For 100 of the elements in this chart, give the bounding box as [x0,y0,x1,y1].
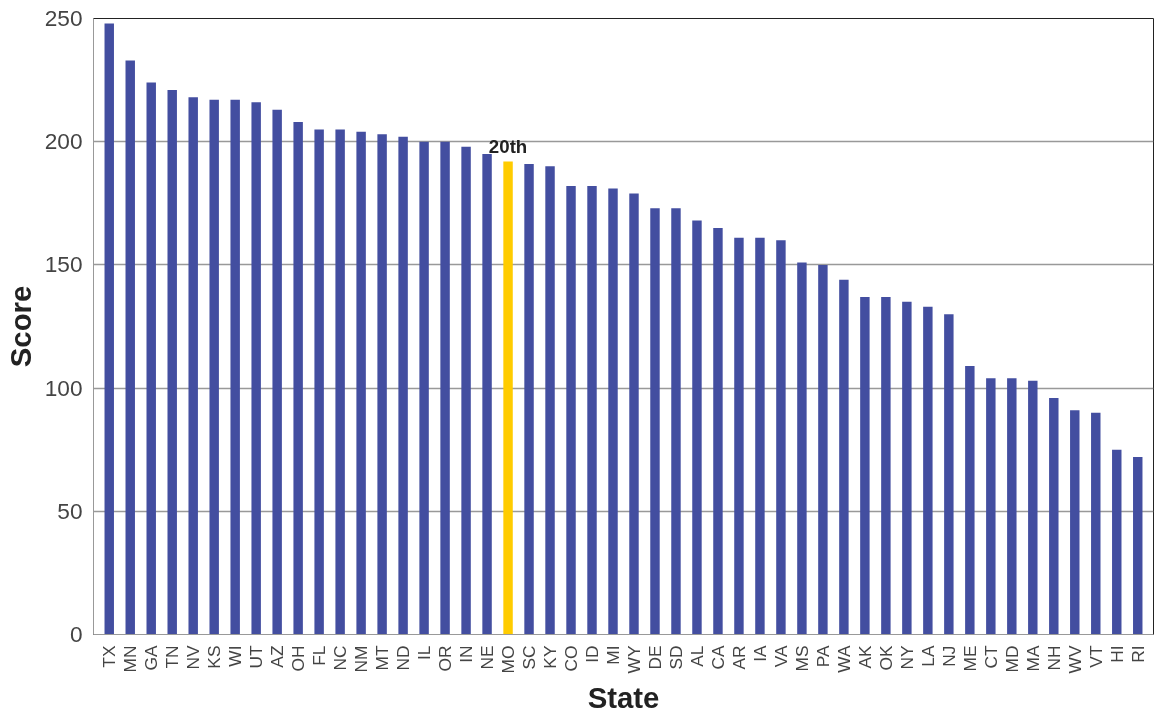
bar [482,154,492,635]
y-axis-title: Score [3,285,37,368]
x-tick-label: WY [624,645,644,674]
bar [734,237,744,635]
bar [965,365,975,635]
bar [629,193,639,635]
bar [293,121,303,635]
bar [272,109,282,635]
x-tick-label: KY [540,645,561,669]
bar [755,237,765,635]
x-tick-label: NC [330,645,351,671]
x-tick-label: RI [1127,645,1148,663]
bar [230,99,240,635]
x-tick-label: MO [498,645,519,674]
bar [692,220,702,635]
x-tick-label: WV [1064,645,1085,674]
x-tick-label: WI [225,645,246,667]
bar [356,131,366,635]
bar [188,97,198,635]
x-tick-label: OR [435,645,456,672]
bar [713,227,723,635]
x-tick-label: MT [372,645,393,671]
x-tick-label: SC [519,645,540,670]
bar [146,82,156,635]
bar [986,378,996,635]
bar [440,141,450,635]
y-tick-label: 200 [44,128,83,155]
bar [167,89,177,635]
x-tick-label: ME [959,645,980,672]
x-tick-label: CT [980,645,1001,669]
bar [566,186,576,635]
x-tick-label: ID [582,645,603,663]
bar [545,166,555,635]
x-tick-label: VT [1085,645,1106,668]
x-tick-label: AL [686,645,707,667]
bar [902,301,912,635]
x-tick-label: IN [456,645,477,663]
bar [1091,412,1101,635]
x-tick-label: WA [833,645,854,673]
x-tick-label: DE [644,645,665,670]
y-tick-label: 50 [57,497,83,524]
bar [461,146,471,635]
annotation: 20th [488,136,528,158]
x-axis-title: State [587,681,660,715]
x-tick-label: MD [1001,645,1022,673]
bar [314,129,324,635]
x-tick-label: MN [120,645,141,673]
bar [209,99,219,635]
x-tick-label: AZ [267,645,288,668]
y-tick-label: 250 [44,5,83,31]
bar [1007,378,1017,635]
x-tick-label: GA [141,645,162,671]
x-tick-label: IA [749,645,770,662]
bar [587,186,597,635]
x-tick-label: OK [875,645,896,671]
x-tick-label: CA [707,645,728,670]
bar [608,188,618,635]
bar [104,23,114,635]
bar [797,262,807,635]
bar [944,314,954,635]
x-tick-label: AR [728,645,749,670]
x-tick-label: SD [665,645,686,670]
bar [1028,380,1038,635]
bar [524,163,534,635]
bar [1049,397,1059,635]
bar [335,129,345,635]
x-tick-label: OH [288,645,309,672]
y-tick-label: 0 [69,621,83,647]
x-tick-label: NJ [938,645,959,667]
bar [125,60,135,635]
x-tick-label: HI [1106,645,1127,663]
bar [776,240,786,635]
x-tick-label: MS [791,645,812,672]
bar [419,141,429,635]
x-tick-label: NY [896,645,917,670]
x-tick-label: NM [351,645,372,673]
bar [818,264,828,635]
bar [671,208,681,635]
x-tick-label: AK [854,645,875,669]
bar [377,134,387,635]
bar [881,296,891,635]
bar [398,136,408,635]
bar [860,296,870,635]
x-tick-label: UT [246,645,267,669]
x-tick-label: ND [393,645,414,671]
x-tick-label: PA [812,645,833,668]
y-tick-label: 150 [44,251,83,278]
bar [251,102,261,635]
x-tick-label: TX [99,645,120,668]
bar [650,208,660,635]
x-tick-label: NH [1043,645,1064,671]
bar [1112,449,1122,635]
x-tick-label: CO [561,645,582,672]
x-tick-label: IL [414,645,435,660]
x-tick-label: MI [603,645,623,665]
bar [839,279,849,635]
x-tick-label: NE [477,645,498,670]
x-tick-label: MA [1022,645,1043,672]
bar [1133,457,1143,635]
x-tick-label: NV [183,645,204,670]
